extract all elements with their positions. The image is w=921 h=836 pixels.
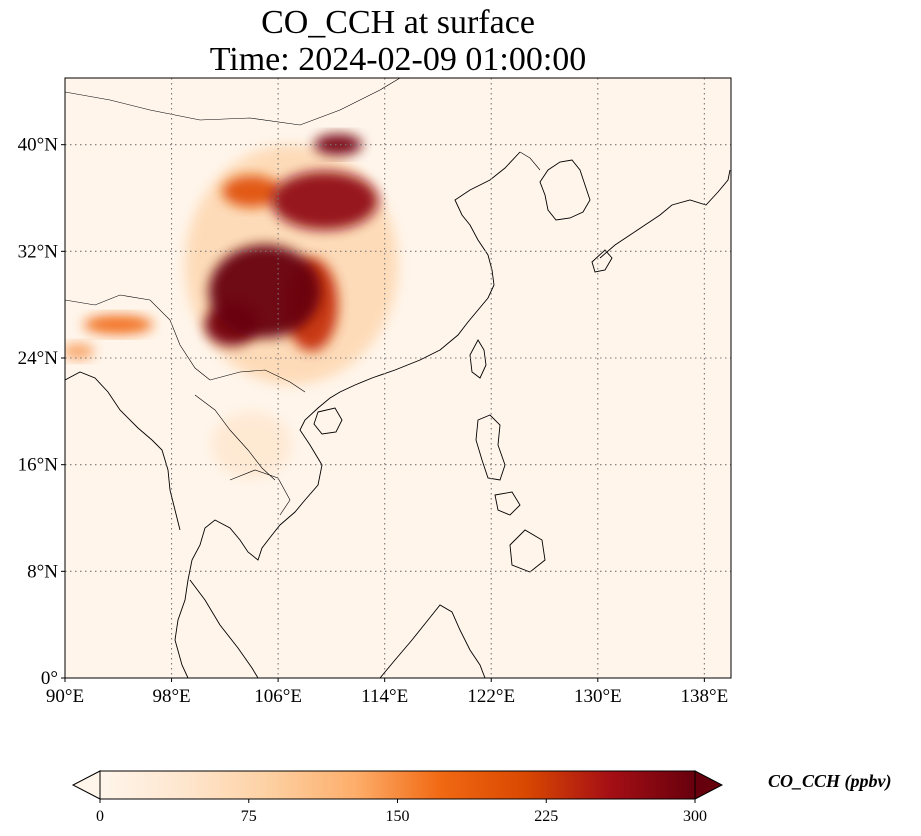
coastline-taiwan [469, 339, 487, 379]
coastline-luzon [475, 414, 506, 481]
coastline-visayas [494, 491, 521, 516]
y-tick-label: 8°N [27, 561, 58, 582]
y-tick-label: 0° [41, 668, 58, 689]
coastline-hainan [313, 407, 343, 435]
x-tick-label: 114°E [361, 686, 408, 707]
y-tick-label: 40°N [18, 135, 59, 156]
colorbar-min-extension [71, 770, 101, 800]
colorbar-max-extension [694, 770, 724, 800]
map-subtitle-time: Time: 2024-02-09 01:00:00 [209, 41, 587, 78]
border-china-vietnam [209, 369, 306, 393]
coastlines [65, 151, 731, 678]
x-tick-label: 106°E [254, 686, 302, 707]
y-tick-label: 32°N [18, 241, 59, 262]
plume-bangladesh-plume [65, 343, 95, 360]
x-tick-label: 138°E [681, 686, 729, 707]
x-tick-label: 98°E [152, 686, 190, 707]
x-tick-label: 122°E [467, 686, 515, 707]
coastline-malay-peninsula [189, 579, 259, 678]
colorbar-label: CO_CCH (ppbv) [768, 771, 892, 792]
y-axis-ticks: 0° 8°N 16°N 24°N 32°N 40°N [18, 135, 65, 689]
colorbar-ticks: 0 75 150 225 300 [96, 799, 707, 825]
plume-north-plume-west [222, 175, 281, 208]
coastline-bay-of-bengal [65, 371, 181, 531]
x-tick-label: 130°E [574, 686, 622, 707]
coastline-japan-kyushu [591, 249, 613, 273]
x-axis-ticks: 90°E 98°E 106°E 114°E 122°E 130°E 138°E [46, 678, 728, 707]
y-tick-label: 16°N [18, 455, 59, 476]
border-laos-thailand [194, 394, 276, 481]
coastline-korea [539, 159, 591, 221]
plume-main-plume-core [208, 244, 321, 338]
colorbar-tick-label: 150 [386, 808, 410, 825]
colorbar-tick-label: 75 [241, 808, 257, 825]
border-korea-china [519, 151, 541, 171]
concentration-field [65, 134, 398, 478]
plume-north-plume-top [314, 134, 363, 156]
border-china-myanmar [65, 294, 211, 381]
plume-north-plume [271, 171, 379, 231]
colorbar-body [99, 770, 696, 800]
plume-south-haze [211, 411, 292, 478]
coastline-japan [599, 169, 731, 259]
coastline-borneo [379, 604, 486, 678]
map-frame [64, 77, 732, 679]
y-tick-label: 24°N [18, 348, 59, 369]
colorbar-tick-label: 225 [534, 808, 558, 825]
border-mongolia [65, 78, 401, 126]
colorbar: 0 75 150 225 300 CO_CCH (ppbv) [71, 770, 892, 825]
plume-assam-plume [83, 315, 153, 334]
map-background [65, 78, 731, 678]
gridlines [65, 78, 731, 678]
coastline-mainland [174, 151, 521, 678]
map-title: CO_CCH at surface [261, 4, 535, 41]
colorbar-tick-label: 300 [683, 808, 707, 825]
coastline-mindanao [509, 529, 546, 573]
colorbar-tick-label: 0 [96, 808, 104, 825]
x-tick-label: 90°E [46, 686, 84, 707]
